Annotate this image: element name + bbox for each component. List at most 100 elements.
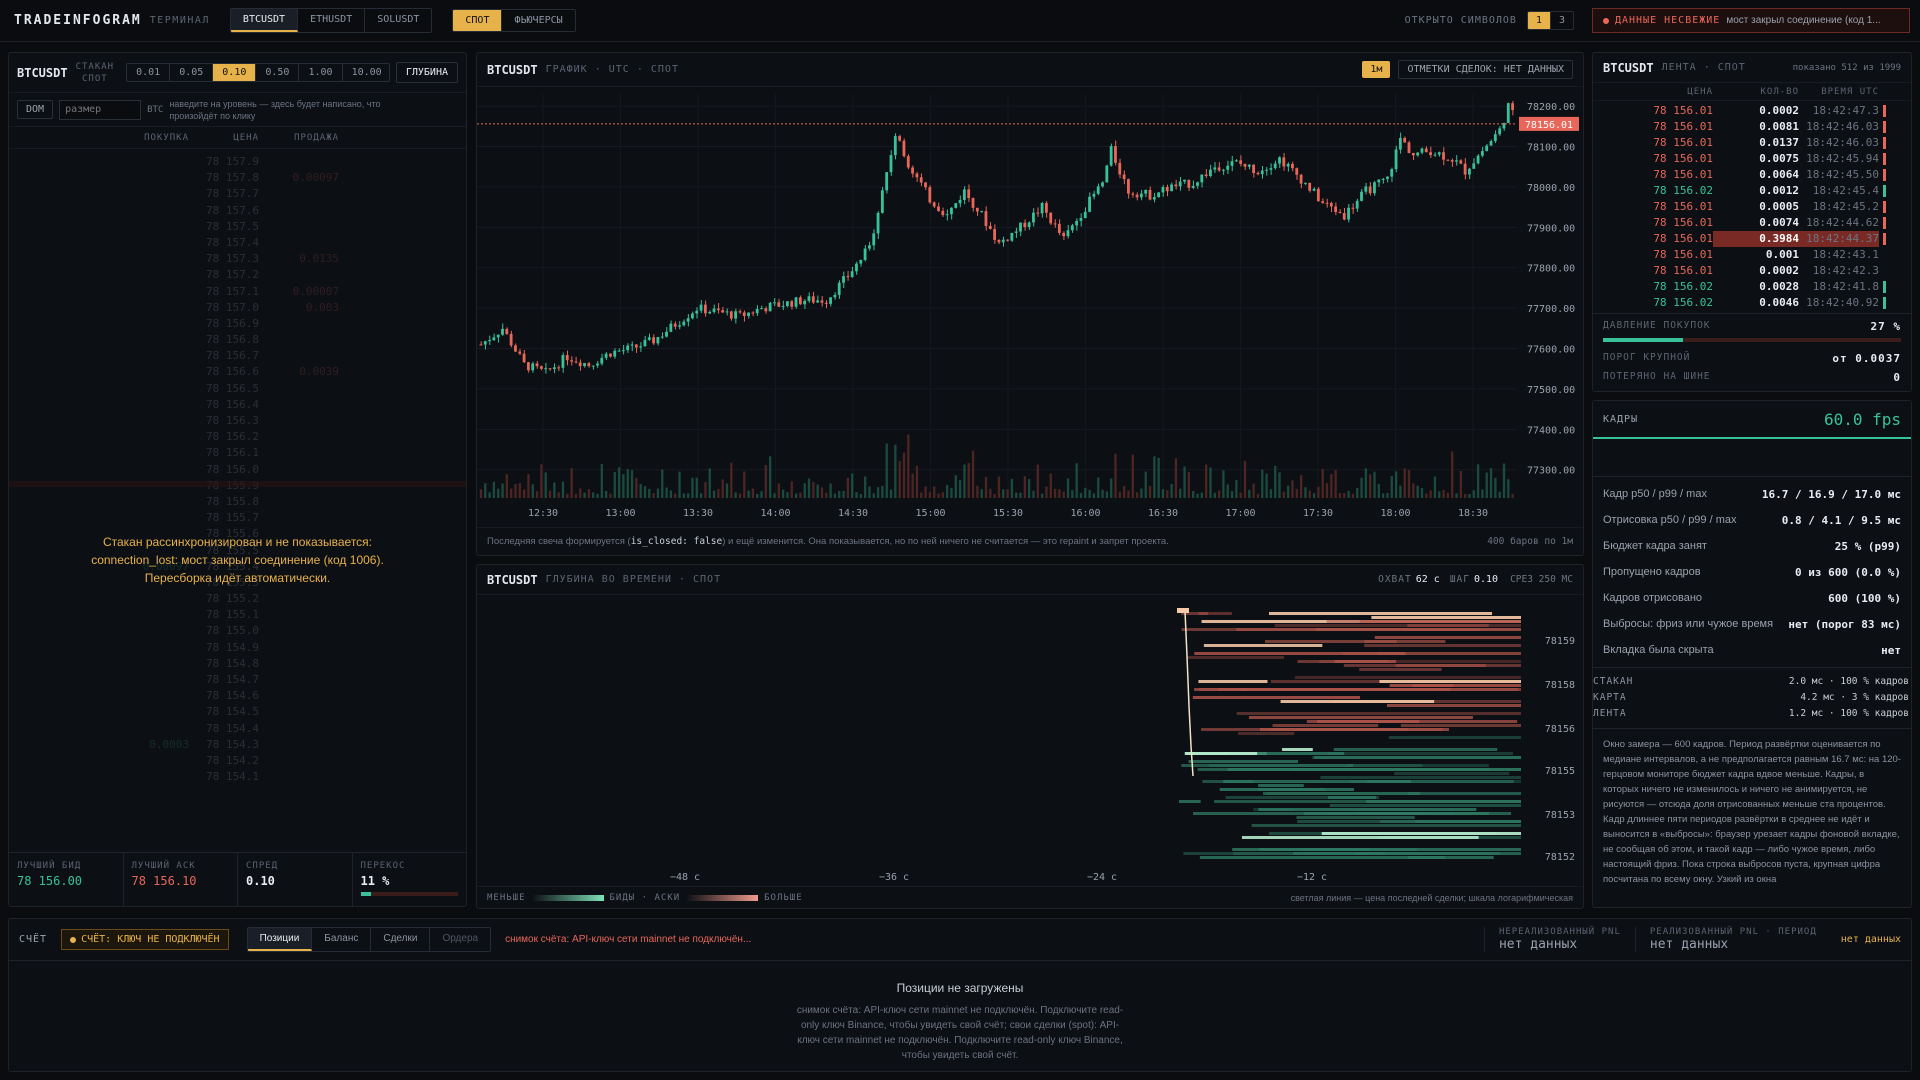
dom-button[interactable]: DOM (17, 100, 54, 119)
level-bid-size: 0.00097 (142, 559, 189, 573)
step-1.00[interactable]: 1.00 (299, 64, 343, 81)
candle-body (596, 363, 599, 366)
volume-bar (1347, 490, 1350, 498)
candle-body (518, 351, 522, 354)
orderbook-level[interactable]: 78 154.9 (9, 640, 466, 656)
orderbook-level[interactable]: 78 154.1 (9, 769, 466, 785)
orderbook-level[interactable]: 78 155.6 (9, 526, 466, 542)
orderbook-level[interactable]: 78 155.8 (9, 494, 466, 510)
tab-balance[interactable]: Баланс (312, 928, 372, 951)
market-tab-spot[interactable]: СПОТ (453, 10, 503, 31)
tape-trade-row[interactable]: 78 156.01 0.001 18:42:43.1 (1593, 247, 1911, 263)
step-0.50[interactable]: 0.50 (256, 64, 300, 81)
tab-orders[interactable]: Ордера (442, 933, 479, 944)
tape-trade-row[interactable]: 78 156.01 0.0081 18:42:46.03 (1593, 119, 1911, 135)
volume-bar (1122, 485, 1126, 498)
step-0.01[interactable]: 0.01 (127, 64, 171, 81)
y-tick-label: 77300.00 (1527, 466, 1575, 477)
orderbook-level[interactable]: 78 156.5 (9, 381, 466, 397)
orderbook-level[interactable]: 78 156.9 (9, 316, 466, 332)
candle-body (1191, 185, 1195, 188)
open-symbols-3[interactable]: 3 (1558, 15, 1565, 26)
orderbook-level[interactable]: 0.0003 78 154.3 (9, 737, 466, 753)
tape-trade-row[interactable]: 78 156.01 0.0002 18:42:47.3 (1593, 103, 1911, 119)
candlestick-chart[interactable]: 78200.00 78100.00 78000.00 77900.00 77800.00… (477, 88, 1583, 526)
step-10.00[interactable]: 10.00 (351, 67, 382, 78)
orderbook-level[interactable]: 78 157.2 (9, 267, 466, 283)
orderbook-level[interactable]: 78 156.6 0.0039 (9, 364, 466, 380)
tape-trade-row[interactable]: 78 156.02 0.0012 18:42:45.4 (1593, 183, 1911, 199)
volume-bar (1442, 489, 1445, 498)
orderbook-level[interactable]: 78 156.2 (9, 429, 466, 445)
candle-body (872, 233, 876, 246)
orderbook-level[interactable]: 78 154.8 (9, 656, 466, 672)
orderbook-ladder[interactable]: 78 157.9 78 157.8 0.00097 78 157.7 78 157.6 7… (9, 154, 466, 789)
candle-body (747, 312, 750, 317)
orderbook-level[interactable]: 78 155.7 (9, 510, 466, 526)
tape-trade-row[interactable]: 78 156.02 0.0046 18:42:40.92 (1593, 295, 1911, 311)
orderbook-level[interactable]: 78 154.7 (9, 672, 466, 688)
orderbook-level[interactable]: 78 155.5 (9, 543, 466, 559)
symbol-tab-btcusdt[interactable]: BTCUSDT (230, 9, 299, 32)
orderbook-level[interactable]: 78 157.0 0.003 (9, 300, 466, 316)
orderbook-level[interactable]: 78 155.1 (9, 607, 466, 623)
orderbook-level[interactable]: 78 154.5 (9, 704, 466, 720)
candle-body (1019, 222, 1022, 232)
step-0.05[interactable]: 0.05 (170, 64, 214, 81)
tape-trade-row[interactable]: 78 156.01 0.0137 18:42:46.03 (1593, 135, 1911, 151)
orderbook-level[interactable]: 78 156.4 (9, 397, 466, 413)
tape-list[interactable]: 78 156.01 0.0002 18:42:47.3 78 156.01 0.0081… (1593, 101, 1911, 313)
order-size-input[interactable] (59, 99, 142, 120)
tape-trade-row[interactable]: 78 156.01 0.3984 18:42:44.37 (1593, 231, 1911, 247)
orderbook-level[interactable]: 78 157.3 0.0135 (9, 251, 466, 267)
orderbook-level[interactable]: 78 155.3 (9, 575, 466, 591)
orderbook-level[interactable]: 78 157.9 (9, 154, 466, 170)
orderbook-level[interactable]: 78 157.7 (9, 186, 466, 202)
volume-bar (846, 477, 850, 498)
orderbook-level[interactable]: 78 156.8 (9, 332, 466, 348)
stale-data-banner[interactable]: ДАННЫЕ НЕСВЕЖИЕ мост закрыл соединение (… (1592, 8, 1910, 33)
orderbook-level[interactable]: 78 154.2 (9, 753, 466, 769)
orderbook-level[interactable]: 78 157.1 0.00007 (9, 284, 466, 300)
tab-trades[interactable]: Сделки (371, 928, 431, 951)
orderbook-level[interactable]: 78 156.0 (9, 462, 466, 478)
orderbook-level[interactable]: 0.00097 78 155.4 (9, 559, 466, 575)
orderbook-level[interactable]: 78 157.4 (9, 235, 466, 251)
orderbook-level[interactable]: 78 156.7 (9, 348, 466, 364)
candle-body (626, 345, 630, 351)
symbol-tab-ethusdt[interactable]: ETHUSDT (298, 9, 366, 32)
orderbook-level[interactable]: 78 155.0 (9, 623, 466, 639)
trade-marks-button[interactable]: ОТМЕТКИ СДЕЛОК: НЕТ ДАННЫХ (1398, 60, 1573, 79)
depth-heatmap[interactable]: 78159 78158 78156 78155 78153 78152 −48 с −36 с… (477, 596, 1583, 886)
subsystem-value: 1.2 мс · 100 % кадров (1788, 708, 1909, 719)
candle-body (924, 182, 927, 188)
orderbook-level[interactable]: 78 157.5 (9, 219, 466, 235)
step-0.10[interactable]: 0.10 (213, 64, 257, 81)
market-tab-futures[interactable]: ФЬЮЧЕРСЫ (514, 15, 563, 26)
candle-body (1373, 182, 1376, 194)
tape-trade-row[interactable]: 78 156.01 0.0002 18:42:42.3 (1593, 263, 1911, 279)
depth-button[interactable]: ГЛУБИНА (395, 62, 458, 83)
volume-bar (786, 492, 789, 498)
orderbook-level[interactable]: 78 157.8 0.00097 (9, 170, 466, 186)
orderbook-level[interactable]: 78 154.6 (9, 688, 466, 704)
timeframe-button[interactable]: 1м (1362, 61, 1391, 78)
volume-bar (1101, 489, 1104, 498)
tape-trade-row[interactable]: 78 156.01 0.0064 18:42:45.50 (1593, 167, 1911, 183)
frame-stat-value: 25 % (p99) (1834, 539, 1901, 553)
tape-trade-row[interactable]: 78 156.01 0.0074 18:42:44.62 (1593, 215, 1911, 231)
tape-trade-row[interactable]: 78 156.02 0.0028 18:42:41.8 (1593, 279, 1911, 295)
orderbook-level[interactable]: 78 156.3 (9, 413, 466, 429)
candle-body (609, 353, 612, 357)
orderbook-level[interactable]: 78 156.1 (9, 445, 466, 461)
symbol-tab-solusdt[interactable]: SOLUSDT (377, 14, 420, 25)
tape-trade-row[interactable]: 78 156.01 0.0005 18:42:45.2 (1593, 199, 1911, 215)
tape-trade-row[interactable]: 78 156.01 0.0075 18:42:45.94 (1593, 151, 1911, 167)
orderbook-level[interactable]: 78 157.6 (9, 203, 466, 219)
tab-positions[interactable]: Позиции (247, 928, 313, 951)
orderbook-level[interactable]: 78 154.4 (9, 721, 466, 737)
orderbook-level[interactable]: 78 155.2 (9, 591, 466, 607)
open-symbols-1[interactable]: 1 (1527, 12, 1551, 29)
key-status-badge[interactable]: СЧЁТ: КЛЮЧ НЕ ПОДКЛЮЧЁН (61, 929, 229, 950)
